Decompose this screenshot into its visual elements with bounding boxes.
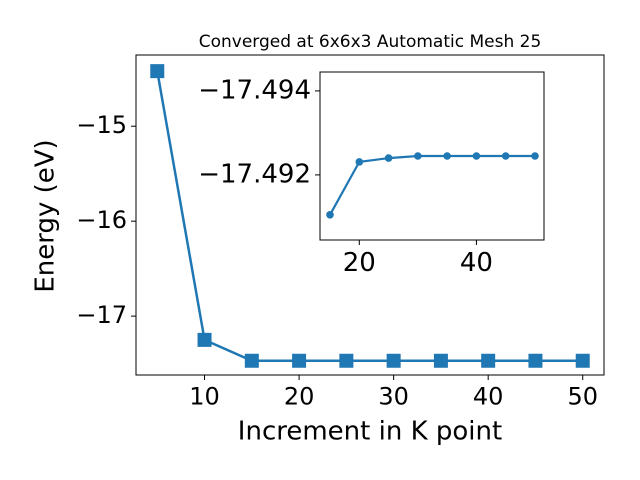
x-tick-label: 20	[284, 382, 315, 410]
plot-frame	[135, 54, 605, 376]
data-point	[386, 353, 401, 368]
x-tick-label: 20	[343, 248, 376, 278]
chart-title: Converged at 6x6x3 Automatic Mesh 25	[199, 32, 542, 52]
data-point	[150, 64, 165, 79]
data-point	[339, 353, 354, 368]
data-point	[197, 332, 212, 347]
inset-point	[326, 211, 334, 219]
inset-point	[501, 152, 510, 160]
y-tick-label: −15	[76, 111, 127, 139]
x-axis-label: Increment in K point	[238, 417, 502, 447]
y-tick-label: −17.492	[198, 159, 311, 189]
data-point	[575, 353, 590, 368]
data-point	[528, 353, 543, 368]
inset-point	[355, 158, 364, 166]
x-tick-label: 30	[378, 382, 409, 410]
y-axis-label: Energy (eV)	[31, 139, 61, 292]
y-tick-label: −17.494	[198, 75, 311, 105]
inset-point	[443, 152, 451, 160]
y-tick-label: −16	[76, 206, 127, 234]
x-tick-label: 50	[567, 382, 598, 410]
y-tick-label: −17	[76, 301, 127, 329]
x-tick-label: 40	[460, 248, 493, 278]
inset-point	[531, 152, 539, 160]
plot-frame	[319, 71, 545, 241]
data-point	[292, 353, 307, 368]
data-point	[481, 353, 496, 368]
inset-line	[329, 154, 535, 216]
x-tick-label: 40	[473, 382, 504, 410]
inset-point	[384, 154, 393, 162]
x-tick-label: 10	[189, 382, 220, 410]
data-point	[433, 353, 448, 368]
data-line	[156, 70, 583, 363]
data-point	[244, 353, 259, 368]
inset-point	[472, 152, 481, 160]
inset-point	[414, 152, 422, 160]
